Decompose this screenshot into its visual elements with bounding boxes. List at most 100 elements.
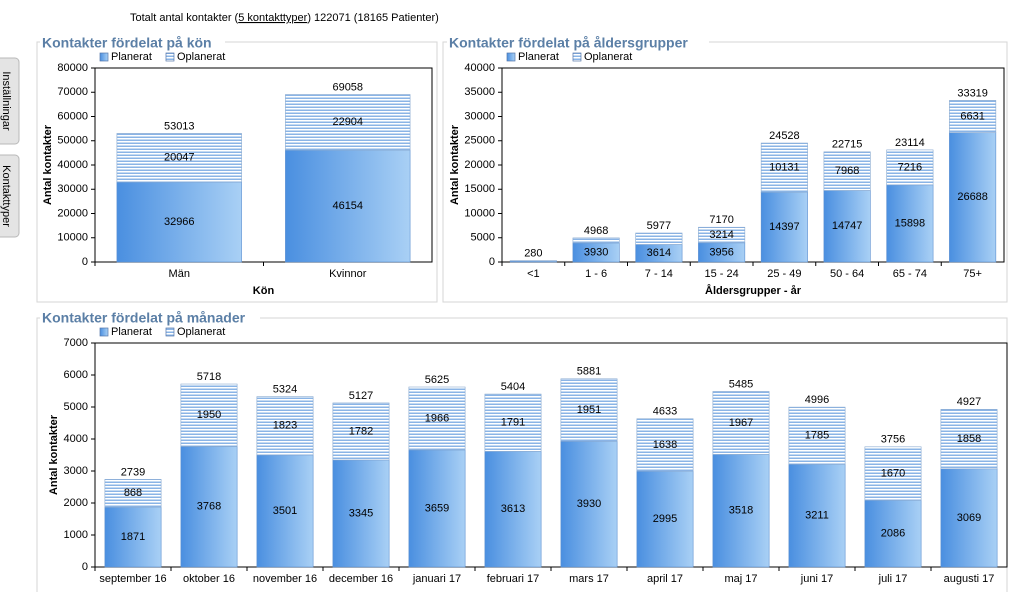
- data-label: 1791: [501, 417, 525, 429]
- data-label: 26688: [957, 191, 988, 203]
- title-bg: [40, 36, 225, 50]
- x-tick-label: 50 - 64: [830, 268, 864, 280]
- bar-segment: [560, 440, 618, 568]
- chart-title: Kontakter fördelat på kön: [42, 35, 212, 51]
- side-tab[interactable]: [0, 154, 20, 238]
- total-label: 3756: [881, 434, 905, 446]
- y-axis-label: Antal kontakter: [42, 124, 54, 205]
- legend-swatch: [506, 52, 516, 62]
- x-tick-label: Män: [169, 268, 190, 280]
- side-tab-label[interactable]: Inställningar: [0, 71, 12, 131]
- total-label: 53013: [164, 120, 195, 132]
- bar-segment: [636, 470, 694, 568]
- chart-title: Kontakter fördelat på åldersgrupper: [449, 35, 688, 51]
- data-label: 1871: [121, 531, 145, 543]
- header-suffix: ) 122071 (18165 Patienter): [307, 12, 438, 24]
- y-tick-label: 50000: [57, 135, 88, 147]
- data-label: 3930: [577, 498, 601, 510]
- data-label: 2086: [881, 528, 905, 540]
- title-bg: [40, 312, 260, 326]
- bar-segment: [484, 451, 542, 568]
- total-label: 4633: [653, 406, 677, 418]
- bar-segment: [408, 449, 466, 568]
- data-label: 22904: [332, 116, 363, 128]
- data-label: 1638: [653, 439, 677, 451]
- total-label: 4968: [584, 225, 608, 237]
- y-tick-label: 10000: [57, 232, 88, 244]
- x-tick-label: december 16: [329, 573, 393, 585]
- total-label: 5881: [577, 366, 601, 378]
- data-label: 3501: [273, 505, 297, 517]
- data-label: 3956: [709, 246, 733, 258]
- data-label: 7968: [835, 165, 859, 177]
- y-axis-label: Antal kontakter: [449, 124, 461, 205]
- bar-segment: [886, 184, 934, 263]
- bar-segment: [949, 132, 997, 263]
- legend-label: Oplanerat: [584, 51, 632, 63]
- y-axis-label: Antal kontakter: [48, 414, 60, 495]
- data-label: 14397: [769, 221, 800, 233]
- bar-segment: [332, 402, 390, 461]
- side-tab-label[interactable]: Kontakttyper: [0, 165, 12, 227]
- total-label: 5625: [425, 374, 449, 386]
- x-tick-label: november 16: [253, 573, 317, 585]
- bar-segment: [864, 499, 922, 568]
- data-label: 3768: [197, 501, 221, 513]
- header-link[interactable]: 5 kontakttyper: [238, 12, 307, 24]
- y-tick-label: 25000: [464, 135, 495, 147]
- y-tick-label: 60000: [57, 110, 88, 122]
- total-label: 23114: [895, 137, 925, 149]
- x-tick-label: mars 17: [569, 573, 609, 585]
- data-label: 1966: [425, 412, 449, 424]
- bar-segment: [635, 232, 683, 245]
- data-label: 1858: [957, 433, 981, 445]
- data-label: 20047: [164, 152, 195, 164]
- y-tick-label: 6000: [64, 369, 88, 381]
- data-label: 1950: [197, 409, 221, 421]
- x-tick-label: februari 17: [487, 573, 540, 585]
- data-label: 3518: [729, 505, 753, 517]
- y-tick-label: 0: [82, 256, 88, 268]
- side-tab[interactable]: [0, 57, 20, 145]
- data-label: 1670: [881, 467, 905, 479]
- chart-title: Kontakter fördelat på månader: [42, 310, 246, 326]
- header-summary: Totalt antal kontakter (5 kontakttyper) …: [130, 12, 439, 24]
- bar-segment: [180, 383, 238, 447]
- legend-swatch: [165, 52, 175, 62]
- bar-segment: [572, 237, 620, 244]
- x-tick-label: maj 17: [724, 573, 757, 585]
- total-label: 4927: [957, 396, 981, 408]
- y-tick-label: 30000: [464, 110, 495, 122]
- bar-segment: [788, 406, 846, 465]
- bar-segment: [823, 190, 871, 263]
- bar-segment: [104, 479, 162, 508]
- x-tick-label: april 17: [647, 573, 683, 585]
- bar-segment: [823, 151, 871, 191]
- legend-swatch: [99, 52, 109, 62]
- bar-segment: [886, 149, 934, 186]
- y-tick-label: 5000: [64, 401, 88, 413]
- x-tick-label: januari 17: [412, 573, 461, 585]
- bar-segment: [760, 191, 808, 263]
- y-tick-label: 3000: [64, 465, 88, 477]
- bar-segment: [712, 454, 770, 568]
- data-label: 3211: [805, 510, 829, 522]
- total-label: 4996: [805, 394, 829, 406]
- x-tick-label: 75+: [963, 268, 982, 280]
- bar-segment: [285, 149, 411, 263]
- legend-swatch: [165, 327, 175, 337]
- x-tick-label: juli 17: [878, 573, 908, 585]
- total-label: 5404: [501, 381, 525, 393]
- total-label: 33319: [957, 87, 988, 99]
- y-tick-label: 2000: [64, 497, 88, 509]
- bar-segment: [636, 418, 694, 472]
- data-label: 1823: [273, 420, 297, 432]
- total-label: 2739: [121, 466, 145, 478]
- x-tick-label: 25 - 49: [767, 268, 801, 280]
- bar-segment: [180, 446, 238, 568]
- y-tick-label: 20000: [464, 159, 495, 171]
- bar-segment: [484, 393, 542, 452]
- data-label: 3930: [584, 246, 608, 258]
- bar-segment: [116, 133, 242, 183]
- legend-label: Oplanerat: [177, 326, 225, 338]
